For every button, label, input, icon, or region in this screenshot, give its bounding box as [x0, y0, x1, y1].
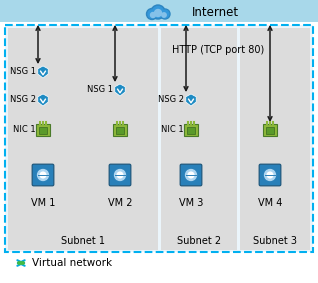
Text: Subnet 1: Subnet 1	[61, 236, 105, 246]
Text: NSG 1: NSG 1	[87, 85, 113, 95]
Circle shape	[18, 262, 20, 264]
Circle shape	[265, 170, 275, 181]
Text: VM 3: VM 3	[179, 198, 203, 208]
Bar	[36, 124, 50, 136]
Polygon shape	[38, 94, 48, 106]
Polygon shape	[38, 66, 48, 78]
FancyBboxPatch shape	[180, 164, 202, 186]
Circle shape	[150, 12, 156, 18]
Text: HTTP (TCP port 80): HTTP (TCP port 80)	[172, 45, 264, 55]
Bar	[161, 28, 237, 250]
Text: Internet: Internet	[191, 7, 238, 20]
Circle shape	[147, 8, 157, 20]
Bar	[116, 127, 124, 134]
Circle shape	[188, 172, 194, 178]
Bar	[263, 124, 277, 136]
Circle shape	[20, 262, 22, 264]
Circle shape	[22, 262, 24, 264]
Circle shape	[155, 10, 162, 16]
Circle shape	[151, 5, 165, 19]
Circle shape	[148, 10, 156, 18]
Text: NSG 2: NSG 2	[158, 95, 184, 104]
Text: VM 4: VM 4	[258, 198, 282, 208]
Text: NSG 1: NSG 1	[10, 68, 36, 76]
Text: NSG 2: NSG 2	[10, 95, 36, 104]
Polygon shape	[186, 94, 196, 106]
Bar	[266, 127, 274, 134]
Text: Subnet 3: Subnet 3	[253, 236, 297, 246]
FancyBboxPatch shape	[5, 25, 313, 252]
Circle shape	[114, 170, 126, 181]
Bar	[0, 0, 318, 22]
FancyBboxPatch shape	[259, 164, 281, 186]
Circle shape	[161, 10, 169, 18]
Circle shape	[38, 170, 48, 181]
Bar	[187, 127, 195, 134]
Circle shape	[267, 172, 273, 178]
FancyBboxPatch shape	[109, 164, 131, 186]
Bar	[184, 124, 198, 136]
Bar	[8, 28, 158, 250]
FancyBboxPatch shape	[32, 164, 54, 186]
Circle shape	[40, 172, 46, 178]
Text: Virtual network: Virtual network	[32, 258, 112, 268]
Bar	[113, 124, 127, 136]
Text: VM 2: VM 2	[108, 198, 132, 208]
Circle shape	[117, 172, 123, 178]
Text: VM 1: VM 1	[31, 198, 55, 208]
Polygon shape	[115, 84, 125, 96]
Circle shape	[153, 7, 163, 18]
Circle shape	[185, 170, 197, 181]
Bar	[39, 127, 47, 134]
Text: NIC 1: NIC 1	[161, 125, 184, 134]
Bar	[240, 28, 310, 250]
Text: Subnet 2: Subnet 2	[177, 236, 221, 246]
Circle shape	[160, 9, 170, 19]
Text: NIC 1: NIC 1	[13, 125, 36, 134]
Circle shape	[162, 13, 166, 17]
